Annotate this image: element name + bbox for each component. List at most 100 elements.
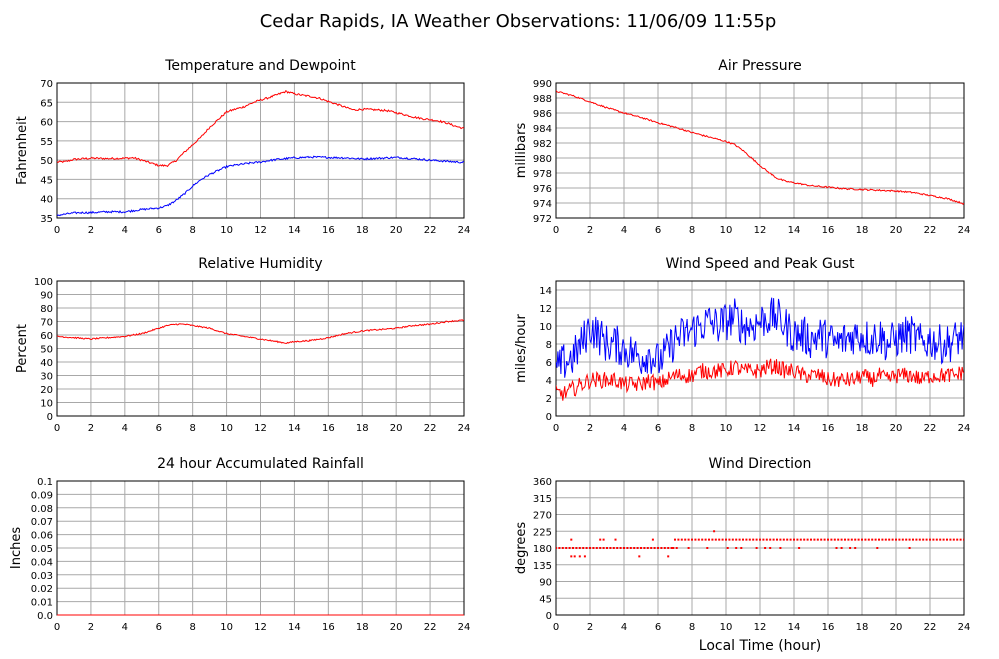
x-tick-label: 14 <box>788 423 801 434</box>
data-point <box>667 547 670 549</box>
data-point <box>667 555 670 558</box>
data-point <box>932 538 935 541</box>
data-point <box>779 547 782 549</box>
data-point <box>721 538 724 541</box>
y-tick-label: 30 <box>40 372 53 383</box>
data-point <box>803 538 806 541</box>
x-tick-label: 24 <box>458 225 471 236</box>
data-point <box>578 547 581 549</box>
x-tick-label: 18 <box>356 225 369 236</box>
x-tick-label: 12 <box>754 622 767 633</box>
y-tick-label: 360 <box>533 477 552 488</box>
data-point <box>793 538 795 541</box>
data-point <box>701 538 704 541</box>
x-tick-label: 16 <box>322 225 335 236</box>
x-tick-label: 22 <box>424 225 437 236</box>
x-tick-label: 6 <box>156 423 162 434</box>
x-tick-label: 4 <box>122 622 128 633</box>
data-point <box>952 538 955 541</box>
data-point <box>718 538 721 541</box>
data-point <box>583 555 586 558</box>
data-point <box>837 538 840 541</box>
data-point <box>694 538 697 541</box>
data-point <box>755 538 758 541</box>
y-tick-label: 35 <box>40 214 53 225</box>
data-point <box>711 538 714 541</box>
y-tick-label: 50 <box>40 156 53 167</box>
data-point <box>755 547 758 549</box>
data-point <box>735 538 738 541</box>
y-axis-label: millibars <box>514 123 529 179</box>
y-tick-label: 0 <box>546 412 552 423</box>
data-point <box>640 547 642 549</box>
x-tick-label: 24 <box>458 423 471 434</box>
y-tick-label: 0.07 <box>31 517 53 528</box>
data-point <box>636 547 639 549</box>
data-point <box>905 538 908 541</box>
data-point <box>670 547 673 549</box>
data-point <box>585 547 588 549</box>
x-tick-label: 24 <box>958 225 971 236</box>
x-tick-label: 6 <box>156 622 162 633</box>
x-tick-label: 18 <box>856 225 869 236</box>
data-point <box>942 538 945 541</box>
x-tick-label: 6 <box>655 423 661 434</box>
data-point <box>782 538 785 541</box>
data-point <box>946 538 948 541</box>
y-tick-label: 50 <box>40 345 53 356</box>
data-point <box>849 547 852 549</box>
data-point <box>901 538 904 541</box>
data-point <box>813 538 816 541</box>
y-tick-label: 6 <box>546 358 552 369</box>
x-tick-label: 0 <box>553 622 559 633</box>
data-point <box>830 538 833 541</box>
data-point <box>786 538 789 541</box>
y-tick-label: 135 <box>533 561 552 572</box>
x-tick-label: 4 <box>621 423 627 434</box>
data-point <box>592 547 595 549</box>
data-point <box>558 547 561 549</box>
data-point <box>680 538 683 541</box>
x-tick-label: 2 <box>88 423 94 434</box>
data-point <box>704 538 707 541</box>
data-point <box>908 538 911 541</box>
chart-title: 24 hour Accumulated Rainfall <box>157 456 364 472</box>
data-point <box>575 547 578 549</box>
data-point <box>646 547 649 549</box>
data-point <box>765 538 768 541</box>
x-tick-label: 22 <box>424 423 437 434</box>
y-tick-label: 0.04 <box>31 557 53 568</box>
data-point <box>573 555 576 558</box>
x-tick-label: 6 <box>655 622 661 633</box>
x-tick-label: 6 <box>655 225 661 236</box>
data-point <box>959 538 962 541</box>
x-tick-label: 18 <box>356 423 369 434</box>
data-point <box>675 547 678 549</box>
y-axis-label: Percent <box>15 324 30 373</box>
x-tick-label: 4 <box>621 225 627 236</box>
data-point <box>633 547 636 549</box>
data-point <box>912 538 914 541</box>
chart-title: Temperature and Dewpoint <box>164 58 356 74</box>
x-tick-label: 0 <box>54 423 60 434</box>
y-tick-label: 40 <box>40 195 53 206</box>
x-tick-label: 8 <box>689 423 695 434</box>
y-tick-label: 10 <box>539 322 552 333</box>
x-tick-label: 0 <box>54 225 60 236</box>
data-point <box>616 547 619 549</box>
y-tick-label: 980 <box>533 154 552 165</box>
chart-title: Air Pressure <box>718 58 801 74</box>
data-point <box>614 538 617 541</box>
data-point <box>769 547 772 549</box>
x-tick-label: 24 <box>958 622 971 633</box>
x-tick-label: 10 <box>220 225 233 236</box>
data-point <box>796 538 799 541</box>
data-point <box>748 538 751 541</box>
data-point <box>816 538 819 541</box>
y-tick-label: 80 <box>40 304 53 315</box>
data-point <box>556 547 557 549</box>
data-point <box>871 538 874 541</box>
data-point <box>572 547 574 549</box>
